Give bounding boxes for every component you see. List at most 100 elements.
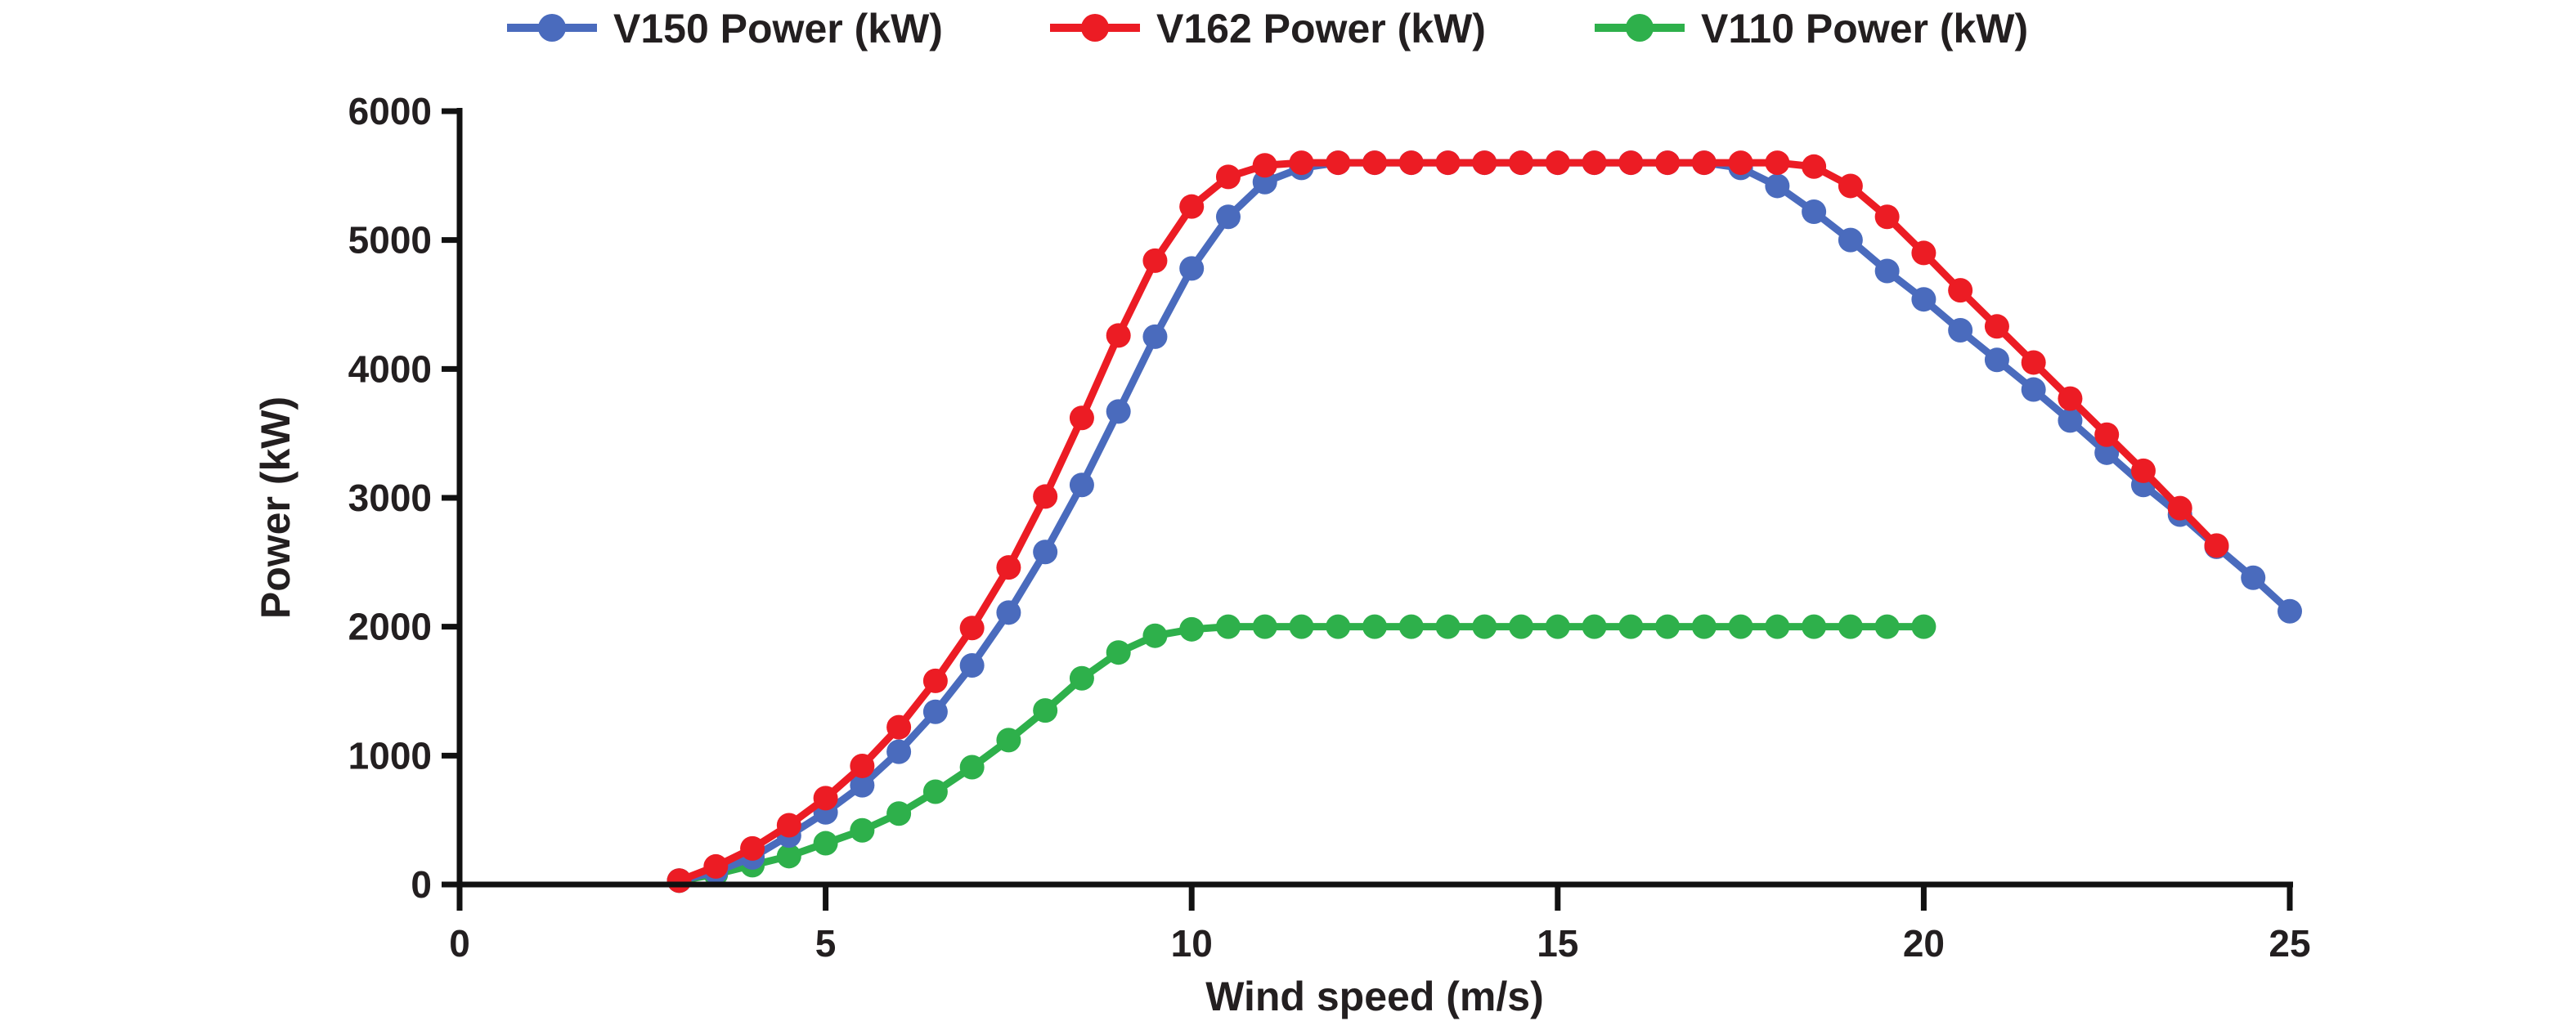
data-point <box>1948 318 1973 343</box>
y-tick-label: 0 <box>411 863 432 906</box>
data-point <box>1618 614 1644 639</box>
data-point <box>2058 408 2083 433</box>
data-point <box>703 853 729 879</box>
data-point <box>776 844 801 869</box>
data-point <box>1106 323 1131 348</box>
data-point <box>1655 150 1681 176</box>
data-point <box>1106 640 1131 665</box>
axes <box>442 108 2293 911</box>
data-point <box>1545 150 1570 176</box>
data-point <box>1802 614 1827 639</box>
data-point <box>1435 150 1461 176</box>
data-point <box>1728 614 1753 639</box>
x-tick-label: 5 <box>815 922 837 965</box>
data-point <box>740 835 765 861</box>
data-point <box>996 728 1021 753</box>
data-point <box>1179 616 1205 642</box>
data-point <box>886 801 912 826</box>
legend-item: V162 Power (kW) <box>1050 6 1486 52</box>
legend-label: V110 Power (kW) <box>1701 6 2028 52</box>
data-point <box>1765 614 1790 639</box>
y-tick-label: 4000 <box>348 347 432 390</box>
data-point <box>813 831 838 856</box>
x-tick-label: 10 <box>1171 922 1213 965</box>
data-point <box>1033 540 1058 565</box>
data-point <box>1289 614 1314 639</box>
data-point <box>813 786 838 811</box>
data-point <box>886 739 912 764</box>
data-point <box>850 772 875 798</box>
data-point <box>1948 278 1973 303</box>
data-point <box>1984 314 2009 339</box>
y-ticks: 0 1000 2000 3000 4000 5000 6000 <box>348 90 460 906</box>
data-point <box>1142 248 1168 273</box>
data-point <box>1106 399 1131 424</box>
data-point <box>996 555 1021 580</box>
data-point <box>1802 199 1827 224</box>
data-point <box>2021 350 2046 375</box>
y-tick-label: 1000 <box>348 734 432 777</box>
x-ticks: 0 5 10 15 20 25 <box>449 884 2311 965</box>
data-point <box>959 652 985 678</box>
data-point <box>886 714 912 740</box>
legend-item: V150 Power (kW) <box>507 6 943 52</box>
data-point <box>2278 598 2302 624</box>
data-point <box>1033 484 1058 509</box>
data-point <box>1765 173 1790 199</box>
data-point <box>2021 377 2046 402</box>
data-point <box>1215 614 1241 639</box>
data-point <box>1069 472 1094 498</box>
data-point <box>1033 698 1058 723</box>
data-point <box>850 817 875 843</box>
data-point <box>1179 194 1205 219</box>
data-point <box>1326 150 1351 176</box>
y-tick-label: 6000 <box>348 90 432 132</box>
data-point <box>1398 614 1424 639</box>
data-point <box>2241 565 2266 590</box>
data-point <box>1691 150 1717 176</box>
series-line <box>678 159 2293 884</box>
data-point <box>776 813 801 838</box>
legend-label: V150 Power (kW) <box>613 6 943 52</box>
data-point <box>1728 150 1753 176</box>
legend-marker-icon <box>1626 14 1654 42</box>
data-point <box>1252 614 1277 639</box>
legend-marker-icon <box>1081 14 1109 42</box>
legend: V150 Power (kW) V162 Power (kW) V110 Power… <box>507 6 2028 52</box>
legend-marker-icon <box>538 14 566 42</box>
data-point <box>959 616 985 641</box>
data-point <box>1252 153 1277 178</box>
y-tick-label: 5000 <box>348 219 432 262</box>
data-point <box>1874 204 1900 230</box>
data-point <box>1509 614 1534 639</box>
data-point <box>1142 324 1168 349</box>
data-point <box>1398 150 1424 176</box>
data-point <box>1509 150 1534 176</box>
data-point <box>1582 150 1607 176</box>
data-point <box>666 868 692 893</box>
x-tick-label: 20 <box>1903 922 1945 965</box>
data-point <box>1142 623 1168 648</box>
series-line <box>677 159 2219 884</box>
data-point <box>1655 614 1681 639</box>
data-point <box>1472 614 1497 639</box>
data-point <box>1838 227 1863 253</box>
data-point <box>996 600 1021 625</box>
data-point <box>1545 614 1570 639</box>
data-point <box>2130 458 2156 483</box>
legend-item: V110 Power (kW) <box>1595 6 2028 52</box>
data-point <box>1618 150 1644 176</box>
data-point <box>1435 614 1461 639</box>
x-tick-label: 15 <box>1537 922 1578 965</box>
x-axis-title: Wind speed (m/s) <box>1205 974 1543 1019</box>
data-point <box>922 668 948 693</box>
data-point <box>959 755 985 780</box>
data-point <box>850 753 875 778</box>
y-tick-label: 3000 <box>348 477 432 519</box>
data-point <box>1911 287 1936 312</box>
series-v110 <box>666 614 1936 893</box>
data-point <box>922 699 948 724</box>
data-point <box>1326 614 1351 639</box>
data-point <box>1984 347 2009 373</box>
